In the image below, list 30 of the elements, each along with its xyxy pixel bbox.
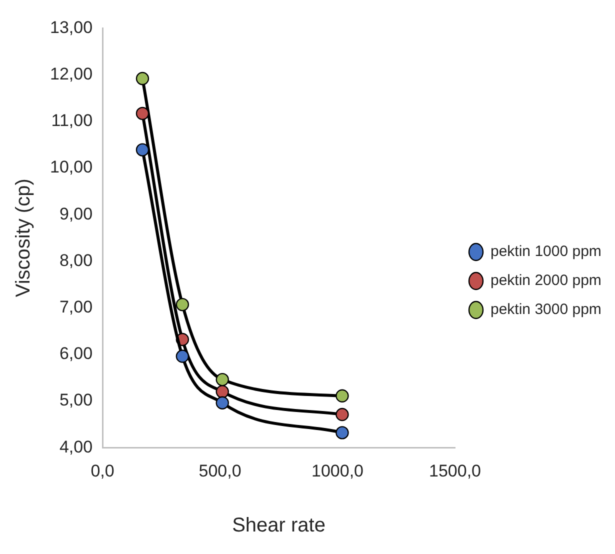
point: [176, 350, 190, 363]
y-tick-label: 9,00: [59, 204, 93, 224]
y-tick-label: 5,00: [59, 390, 93, 410]
legend-label: pektin 3000 ppm: [490, 301, 602, 318]
point: [336, 426, 349, 440]
point: [176, 298, 190, 312]
point: [216, 385, 229, 398]
point: [336, 408, 349, 422]
point: [216, 372, 229, 386]
y-tick-label: 11,00: [51, 111, 93, 130]
legend-label: pektin 2000 ppm: [490, 272, 602, 290]
y-tick-label: 8,00: [59, 250, 93, 270]
point: [136, 106, 150, 120]
y-tick-label: 10,00: [50, 158, 93, 177]
x-tick-label: 0,0: [90, 461, 114, 480]
x-tick-label: 500,0: [198, 461, 242, 480]
x-axis-title: Shear rate: [232, 514, 326, 537]
y-axis-title: Viscosity (cp): [12, 178, 35, 298]
point: [216, 396, 229, 410]
legend-label: pektin 1000 ppm: [490, 243, 602, 260]
x-tick-label: 1500,0: [429, 461, 481, 480]
point: [136, 72, 150, 86]
point: [136, 143, 150, 156]
y-tick-label: 7,00: [59, 297, 93, 316]
y-tick-label: 13,00: [50, 18, 93, 37]
y-tick-label: 6,00: [59, 344, 93, 364]
point: [336, 389, 349, 402]
x-tick-label: 1000,0: [312, 461, 364, 480]
y-tick-label: 12,00: [50, 64, 93, 84]
y-tick-label: 4,00: [59, 437, 93, 456]
